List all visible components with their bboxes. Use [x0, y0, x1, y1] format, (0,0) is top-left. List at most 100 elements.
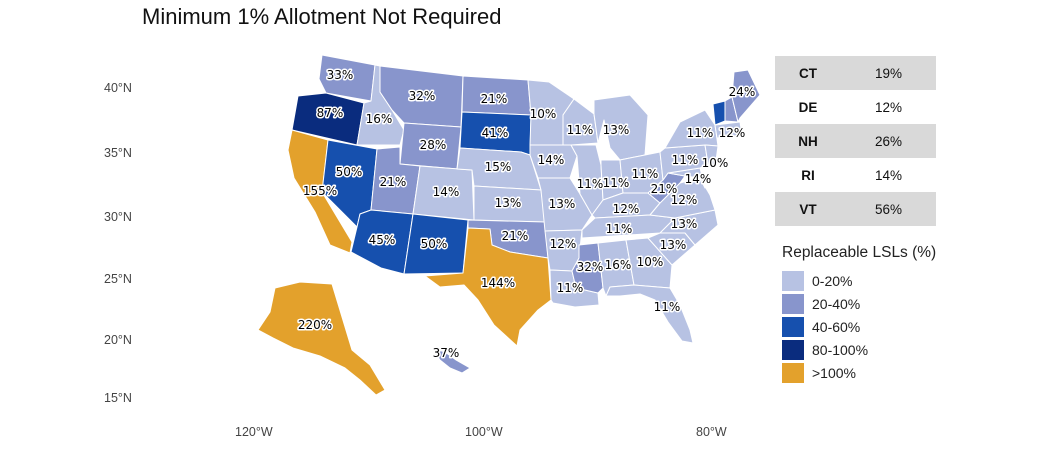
- state-ma[interactable]: [714, 121, 743, 139]
- state-label-wv: 21%: [651, 182, 678, 196]
- state-label-me: 24%: [729, 85, 756, 99]
- state-label-ne: 15%: [485, 160, 512, 174]
- state-value: 19%: [874, 65, 903, 81]
- state-label-ok: 21%: [502, 229, 529, 243]
- state-label-la: 11%: [557, 281, 584, 295]
- legend-item: 0-20%: [782, 269, 936, 292]
- state-fl[interactable]: [605, 284, 694, 344]
- table-row: CT 19%: [775, 56, 936, 90]
- x-tick-label: 100°W: [465, 425, 503, 439]
- state-label-ut: 21%: [380, 175, 407, 189]
- legend-swatch: [782, 293, 804, 314]
- state-nj[interactable]: [704, 144, 719, 169]
- state-label-ak: 220%: [298, 318, 332, 332]
- state-code: CT: [799, 65, 817, 81]
- state-label-ny: 11%: [687, 126, 714, 140]
- state-label-ks: 13%: [495, 196, 522, 210]
- state-label-wa: 33%: [327, 68, 354, 82]
- table-row: NH 26%: [775, 124, 936, 158]
- state-label-nd: 21%: [481, 92, 508, 106]
- y-tick-label: 20°N: [104, 333, 132, 347]
- state-code: RI: [801, 167, 815, 183]
- state-label-fl: 11%: [654, 300, 681, 314]
- legend-item: 40-60%: [782, 315, 936, 338]
- state-label-ca: 155%: [303, 184, 337, 198]
- state-value: 56%: [874, 201, 903, 217]
- state-label-oh: 11%: [632, 167, 659, 181]
- y-tick-label: 15°N: [104, 391, 132, 405]
- state-label-id: 16%: [366, 112, 393, 126]
- state-labels: 33% 87% 155% 16% 50% 32% 28% 21% 45% 14%…: [296, 67, 756, 362]
- legend-item: 20-40%: [782, 292, 936, 315]
- state-label-nj: 10%: [702, 156, 729, 170]
- state-label-wy: 28%: [420, 138, 447, 152]
- state-label-sd: 41%: [482, 126, 509, 140]
- state-label-il: 11%: [577, 177, 604, 191]
- state-label-or: 87%: [317, 106, 344, 120]
- state-label-hi: 37%: [433, 346, 460, 360]
- map-title: Minimum 1% Allotment Not Required: [142, 4, 502, 29]
- legend-swatch: [782, 316, 804, 337]
- state-value: 14%: [874, 167, 903, 183]
- legend-label: 20-40%: [812, 295, 861, 312]
- state-label-ga: 10%: [637, 255, 664, 269]
- legend-swatch: [782, 270, 804, 291]
- legend-swatch: [782, 339, 804, 360]
- state-label-tx: 144%: [481, 276, 515, 290]
- state-label-ma: 12%: [719, 126, 746, 140]
- state-label-mo: 13%: [549, 197, 576, 211]
- state-label-al: 16%: [605, 258, 632, 272]
- state-label-az: 45%: [369, 233, 396, 247]
- y-tick-label: 25°N: [104, 272, 132, 286]
- state-label-ky: 12%: [613, 202, 640, 216]
- y-tick-label: 30°N: [104, 210, 132, 224]
- state-label-va: 12%: [671, 193, 698, 207]
- x-axis-labels: 120°W 100°W 80°W: [235, 425, 727, 439]
- state-label-nv: 50%: [336, 165, 363, 179]
- state-label-wi: 11%: [567, 123, 594, 137]
- state-mi[interactable]: [593, 94, 649, 161]
- state-label-ia: 14%: [538, 153, 565, 167]
- state-label-mn: 10%: [530, 107, 557, 121]
- legend-label: 0-20%: [812, 272, 853, 289]
- state-mo[interactable]: [537, 177, 593, 232]
- state-label-co: 14%: [433, 185, 460, 199]
- small-states-table: CT 19% DE 12% NH 26% RI 14% VT 56%: [775, 56, 936, 226]
- state-label-mi: 13%: [603, 123, 630, 137]
- y-tick-label: 40°N: [104, 81, 132, 95]
- state-ak[interactable]: [257, 281, 386, 396]
- state-label-in: 11%: [603, 176, 630, 190]
- state-label-ar: 12%: [550, 237, 577, 251]
- state-value: 26%: [874, 133, 903, 149]
- table-row: VT 56%: [775, 192, 936, 226]
- state-label-sc: 13%: [660, 238, 687, 252]
- legend-swatch: [782, 362, 804, 383]
- legend-item: >100%: [782, 361, 936, 384]
- state-label-ms: 32%: [577, 260, 604, 274]
- state-tx[interactable]: [424, 227, 552, 347]
- state-me[interactable]: [731, 69, 761, 123]
- legend-title: Replaceable LSLs (%): [782, 244, 937, 261]
- state-label-md: 14%: [685, 172, 712, 186]
- states-layer: [257, 54, 761, 396]
- legend: Replaceable LSLs (%) 0-20% 20-40% 40-60%…: [782, 244, 936, 384]
- legend-label: 80-100%: [812, 341, 869, 358]
- legend-label: >100%: [812, 364, 856, 381]
- y-axis-labels: 40°N 35°N 30°N 25°N 20°N 15°N: [104, 81, 132, 405]
- x-tick-label: 120°W: [235, 425, 273, 439]
- x-tick-label: 80°W: [696, 425, 727, 439]
- state-ga[interactable]: [625, 237, 673, 289]
- table-row: RI 14%: [775, 158, 936, 192]
- state-label-mt: 32%: [409, 89, 436, 103]
- state-code: NH: [798, 133, 818, 149]
- state-label-pa: 11%: [672, 153, 699, 167]
- y-tick-label: 35°N: [104, 146, 132, 160]
- state-vt[interactable]: [712, 100, 726, 126]
- state-hi[interactable]: [431, 347, 471, 374]
- state-code: VT: [799, 201, 817, 217]
- state-wa[interactable]: [318, 54, 376, 102]
- legend-item: 80-100%: [782, 338, 936, 361]
- legend-label: 40-60%: [812, 318, 861, 335]
- table-row: DE 12%: [775, 90, 936, 124]
